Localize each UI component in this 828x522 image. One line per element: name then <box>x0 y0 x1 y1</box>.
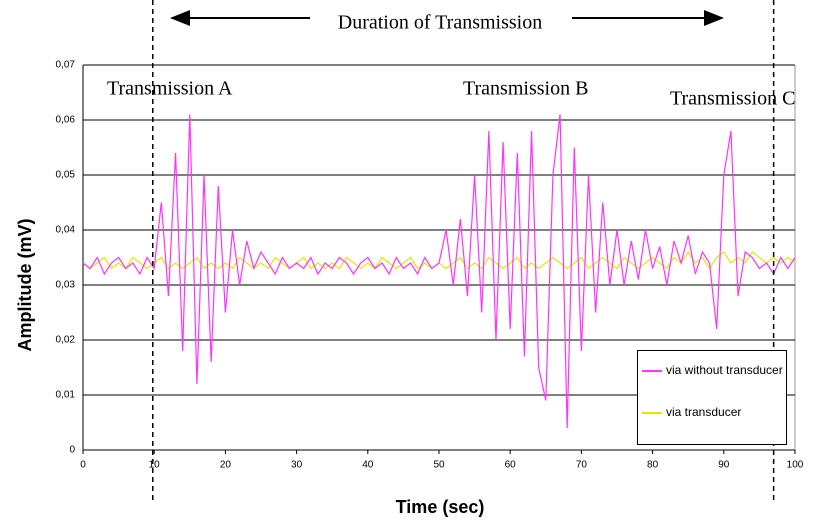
y-tick-label: 0,02 <box>56 335 76 346</box>
x-tick-label: 40 <box>362 460 374 471</box>
y-tick-label: 0,07 <box>56 60 76 71</box>
x-tick-label: 10 <box>149 460 161 471</box>
transmission-c: Transmission C <box>670 88 795 110</box>
x-tick-label: 80 <box>647 460 659 471</box>
y-axis-title: Amplitude (mV) <box>15 218 35 351</box>
legend-swatch <box>642 370 662 372</box>
legend-label: via without transducer <box>666 363 783 377</box>
x-tick-label: 70 <box>576 460 588 471</box>
x-tick-label: 0 <box>80 460 86 471</box>
y-tick-label: 0,06 <box>56 115 76 126</box>
y-tick-label: 0,05 <box>56 170 76 181</box>
transmission-b: Transmission B <box>463 78 588 100</box>
x-axis-title: Time (sec) <box>396 497 485 517</box>
y-tick-label: 0,03 <box>56 280 76 291</box>
y-tick-label: 0,04 <box>56 225 76 236</box>
x-tick-label: 60 <box>505 460 517 471</box>
x-tick-label: 50 <box>433 460 445 471</box>
y-tick-label: 0 <box>69 445 75 456</box>
legend-swatch <box>642 412 662 414</box>
legend-label: via transducer <box>666 405 742 419</box>
x-tick-label: 20 <box>220 460 232 471</box>
x-tick-label: 100 <box>787 460 804 471</box>
y-tick-label: 0,01 <box>56 390 76 401</box>
legend-entry: via transducer <box>642 405 784 419</box>
transmission-a: Transmission A <box>107 78 233 100</box>
title-bg <box>310 8 572 38</box>
duration-label: Duration of Transmission <box>338 12 542 34</box>
x-tick-label: 30 <box>291 460 303 471</box>
legend-entry: via without transducer <box>642 363 784 377</box>
series-line <box>82 114 796 429</box>
x-tick-label: 90 <box>718 460 730 471</box>
legend: via without transducer via transducer <box>637 350 787 445</box>
